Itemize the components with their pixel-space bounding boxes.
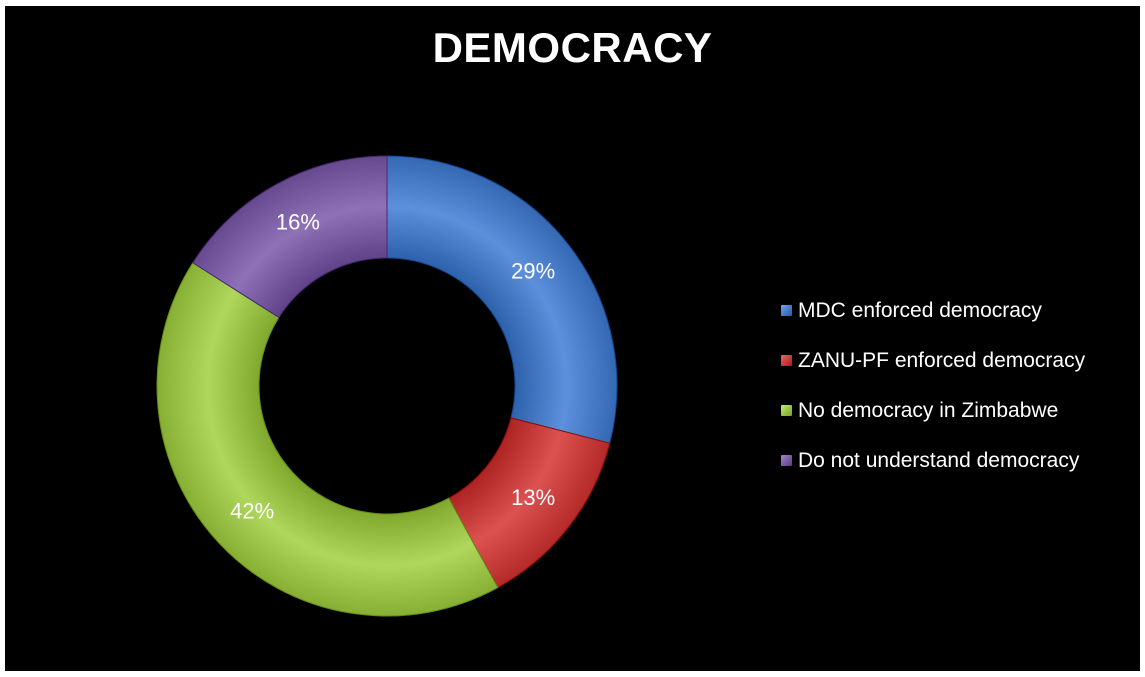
- donut-slice-no-democracy: [156, 262, 499, 617]
- legend-label-mdc: MDC enforced democracy: [798, 298, 1042, 322]
- legend-label-zanu-pf: ZANU-PF enforced democracy: [798, 348, 1086, 372]
- legend-label-no-democracy: No democracy in Zimbabwe: [798, 398, 1059, 422]
- legend-swatch-do-not-understand: [781, 455, 792, 466]
- legend-item-zanu-pf: ZANU-PF enforced democracy: [781, 348, 1085, 373]
- donut-slice-do-not-understand: [192, 155, 388, 319]
- legend-item-do-not-understand: Do not understand democracy: [781, 448, 1085, 473]
- legend-item-mdc: MDC enforced democracy: [781, 298, 1085, 323]
- data-label-no-democracy: 42%: [230, 498, 274, 523]
- data-label-mdc: 29%: [511, 258, 555, 283]
- legend-swatch-no-democracy: [781, 405, 792, 416]
- chart-frame: DEMOCRACY 29% 13% 42% 16% MDC enforced demo…: [5, 6, 1140, 671]
- legend-item-no-democracy: No democracy in Zimbabwe: [781, 398, 1085, 423]
- chart-title: DEMOCRACY: [432, 24, 713, 71]
- donut-slice-mdc: [386, 155, 618, 444]
- data-label-zanu-pf: 13%: [511, 485, 555, 510]
- legend-swatch-zanu-pf: [781, 355, 792, 366]
- chart-legend: MDC enforced democracy ZANU-PF enforced d…: [781, 298, 1085, 498]
- legend-label-do-not-understand: Do not understand democracy: [798, 448, 1080, 472]
- legend-swatch-mdc: [781, 305, 792, 316]
- data-label-do-not-understand: 16%: [276, 210, 320, 235]
- donut-chart: 29% 13% 42% 16%: [156, 155, 618, 617]
